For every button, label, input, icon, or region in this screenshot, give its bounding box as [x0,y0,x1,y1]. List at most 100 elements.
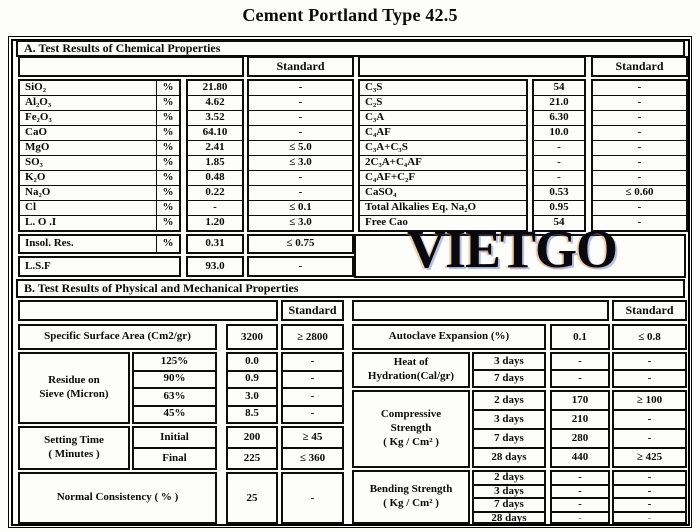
chem-name-cell: Fe₂O₃% [20,110,179,125]
section-a-heading: A. Test Results of Chemical Properties [16,40,685,57]
day-cell: 7 days [474,428,544,447]
heat-value-cell: - [578,354,582,367]
residue-sub-column: 125% 90% 63% 45% [132,352,217,424]
chem-standard-cell: - [593,140,686,155]
bending-label-cell: Bending Strength ( Kg / Cm² ) [352,470,470,524]
setting-value-column: 200 225 [226,426,278,470]
chem-value-cell: 0.22 [188,185,242,200]
chem-name-cell: C₃S [365,81,383,94]
autoclave-label-cell: Autoclave Expansion (%) [352,324,546,350]
chem-value-cell: 0.53 [534,185,584,200]
sieve-size-cell: 63% [134,387,215,405]
residue-standard-cell: - [283,404,342,423]
chem-name-cell: SiO₂% [20,81,179,95]
unit-cell: % [156,126,179,140]
chem-standard-cell: - [249,110,352,125]
unit-cell: % [156,186,179,200]
chem-left-name-column: SiO₂% Al₂O₃% Fe₂O₃% CaO% MgO% SO₃% K₂O% … [18,79,181,232]
residue-value-cell: 0.9 [228,369,276,388]
heat-value-cell: - [552,369,608,386]
section-a-right-header-blank [358,56,586,77]
setting-standard-cell: ≥ 45 [302,430,323,443]
chem-right-value-column: 54 21.0 6.30 10.0 - - - 0.53 0.95 54 [532,79,586,232]
chem-value-cell: 54 [553,81,565,94]
setting-time-label-cell: Setting Time ( Minutes ) [18,426,130,470]
chem-value-cell: 0.48 [188,170,242,185]
chem-standard-cell: ≤ 5.0 [249,140,352,155]
chem-value-cell: 21.0 [534,95,584,110]
compressive-value-column: 170 210 280 440 [550,390,610,468]
ssa-label-cell: Specific Surface Area (Cm2/gr) [18,324,217,350]
chem-value-cell: 1.20 [188,215,242,230]
chem-name-cell: Free Cao [360,215,526,230]
chem-value-cell: 10.0 [534,125,584,140]
chem-standard-cell: - [593,95,686,110]
compressive-label-cell: Compressive Strength ( Kg / Cm² ) [352,390,470,468]
chem-name-cell: C₃A [360,110,526,125]
heat-day-column: 3 days 7 days [472,352,546,388]
compressive-standard-column: ≥ 100 - - ≥ 425 [612,390,687,468]
compressive-day-column: 2 days 3 days 7 days 28 days [472,390,546,468]
section-b-right-header-blank [352,300,609,321]
bending-value-column: - - - - [550,470,610,524]
compressive-value-cell: 440 [552,447,608,466]
sieve-size-cell: 125% [160,354,189,367]
chem-standard-cell: - [593,170,686,185]
residue-label-cell: Residue on Sieve (Micron) [18,352,130,424]
chem-name-cell: CaO% [20,125,179,140]
setting-stage-cell: Initial [160,430,189,443]
residue-standard-cell: - [310,354,315,367]
chem-value-cell: - [188,200,242,215]
heat-value-column: - - [550,352,610,388]
bending-standard-cell: - [614,483,685,498]
chem-standard-cell: ≤ 0.1 [249,200,352,215]
section-b-left-header-blank [18,300,278,321]
chem-standard-cell: - [249,185,352,200]
section-b-heading: B. Test Results of Physical and Mechanic… [16,279,685,298]
autoclave-standard-cell: ≤ 0.8 [612,324,687,350]
ssa-standard-cell: ≥ 2800 [281,324,344,350]
day-cell: 7 days [474,497,544,511]
chem-name-cell: CaSO₄ [360,185,526,200]
bending-value-cell: - [552,510,608,525]
chem-right-standard-column: - - - - - - - ≤ 0.60 - - [591,79,688,232]
heat-standard-column: - - [612,352,687,388]
chem-name-cell: Cl% [20,200,179,215]
compressive-standard-cell: ≥ 425 [614,447,685,466]
section-b-left-standard-header: Standard [281,300,344,321]
day-cell: 28 days [474,447,544,466]
chem-standard-cell: - [593,110,686,125]
chem-name-cell: Al₂O₃% [20,95,179,110]
compressive-standard-cell: - [614,428,685,447]
insol-res-value-cell: 0.31 [186,234,244,254]
section-a-left-header-blank [18,56,244,77]
bending-standard-cell: - [647,471,652,483]
unit-cell: % [156,96,179,110]
chem-left-value-column: 21.80 4.62 3.52 64.10 2.41 1.85 0.48 0.2… [186,79,244,232]
section-a-right-standard-header: Standard [591,56,688,77]
setting-standard-cell: ≤ 360 [283,447,342,468]
chem-name-cell: C₄AF [360,125,526,140]
day-cell: 3 days [474,409,544,428]
compressive-standard-cell: ≥ 100 [636,393,663,406]
setting-stage-cell: Final [134,447,215,468]
chem-name-cell: C₃A+C₃S [360,140,526,155]
chem-value-cell: 64.10 [188,125,242,140]
residue-value-column: 0.0 0.9 3.0 8.5 [226,352,278,424]
residue-standard-column: - - - - [281,352,344,424]
residue-standard-cell: - [283,369,342,388]
table-inner-border [10,38,690,526]
chem-standard-cell: - [593,125,686,140]
heat-label-cell: Heat of Hydration(Cal/gr) [352,352,470,388]
chem-name-cell: C₄AF+C₂F [360,170,526,185]
chem-value-cell: 4.62 [188,95,242,110]
chem-value-cell: 0.95 [534,200,584,215]
bending-value-cell: - [552,497,608,511]
compressive-value-cell: 280 [552,428,608,447]
day-cell: 2 days [494,471,524,483]
consistency-label-cell: Normal Consistency ( % ) [18,472,217,524]
day-cell: 28 days [474,510,544,525]
compressive-standard-cell: - [614,409,685,428]
heat-standard-cell: - [614,369,685,386]
